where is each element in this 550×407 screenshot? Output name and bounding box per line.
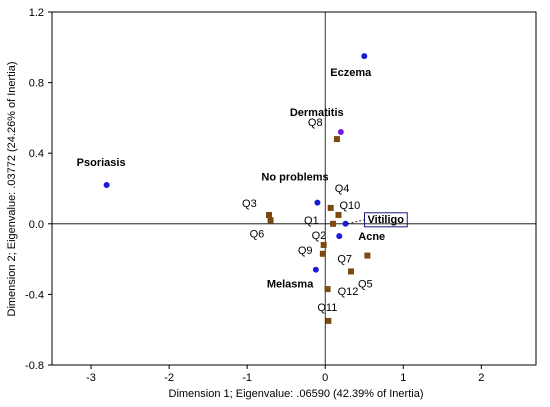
- label-vitiligo: Vitiligo: [368, 214, 405, 226]
- x-tick-label: -2: [164, 372, 174, 384]
- x-tick-label: 1: [400, 372, 406, 384]
- point-no-problems: [314, 199, 321, 206]
- label-leader-vitiligo: [347, 219, 365, 225]
- x-tick-label: 2: [478, 372, 484, 384]
- point-q8: [333, 136, 340, 143]
- x-axis-ticks: -3 -2 -1 0 1 2: [86, 365, 484, 384]
- label-melasma: Melasma: [267, 279, 314, 291]
- label-q10: Q10: [339, 200, 360, 212]
- point-q2: [320, 241, 327, 248]
- label-q2: Q2: [312, 230, 327, 242]
- label-no-problems: No problems: [261, 172, 328, 184]
- y-axis-ticks: -0.8 -0.4 0.0 0.4 0.8 1.2: [25, 7, 52, 372]
- x-tick-label: 0: [322, 372, 328, 384]
- x-tick-label: -3: [86, 372, 96, 384]
- point-eczema: [361, 53, 368, 60]
- label-eczema: Eczema: [330, 67, 372, 79]
- point-psoriasis: [103, 181, 110, 188]
- point-melasma: [312, 266, 319, 273]
- y-tick-label: 0.0: [29, 219, 44, 231]
- label-dermatitis: Dermatitis: [290, 107, 344, 119]
- point-q12: [324, 286, 331, 293]
- point-q11: [325, 317, 332, 324]
- point-acne: [336, 233, 343, 240]
- point-dermatitis: [337, 129, 344, 136]
- origin-lines: [52, 12, 536, 365]
- y-tick-label: -0.8: [25, 360, 44, 372]
- x-tick-label: -1: [242, 372, 252, 384]
- point-q9: [319, 250, 326, 257]
- point-q1: [330, 220, 337, 227]
- label-q9: Q9: [298, 245, 313, 257]
- label-q7: Q7: [337, 254, 352, 266]
- y-tick-label: 0.8: [29, 78, 44, 90]
- label-q6: Q6: [250, 228, 265, 240]
- point-q4: [327, 204, 334, 211]
- data-points: Eczema Dermatitis Psoriasis No problems Viti…: [77, 53, 408, 324]
- y-tick-label: 1.2: [29, 7, 44, 19]
- label-q1: Q1: [304, 215, 319, 227]
- label-psoriasis: Psoriasis: [77, 157, 126, 169]
- label-q4: Q4: [335, 183, 350, 195]
- point-q7: [364, 252, 371, 259]
- label-q12: Q12: [338, 286, 359, 298]
- plot-frame: [51, 11, 537, 366]
- plot-area: -3 -2 -1 0 1 2 -0.8 -0.4 0.0 0.4 0.8 1.2 Eczema Der…: [25, 7, 537, 384]
- point-q10: [335, 211, 342, 218]
- point-q5: [347, 268, 354, 275]
- point-vitiligo: [342, 220, 349, 227]
- point-q6: [267, 217, 274, 224]
- point-q3: [266, 211, 273, 218]
- label-q3: Q3: [242, 198, 257, 210]
- label-q11: Q11: [317, 302, 337, 314]
- y-tick-label: 0.4: [29, 148, 44, 160]
- label-q8: Q8: [308, 117, 323, 129]
- y-axis-label: Dimension 2; Eigenvalue: .03772 (24.26% …: [6, 62, 18, 317]
- label-acne: Acne: [358, 231, 385, 243]
- x-axis-label: Dimension 1; Eigenvalue: .06590 (42.39% …: [169, 388, 424, 400]
- y-tick-label: -0.4: [25, 289, 44, 301]
- label-q5: Q5: [358, 278, 373, 290]
